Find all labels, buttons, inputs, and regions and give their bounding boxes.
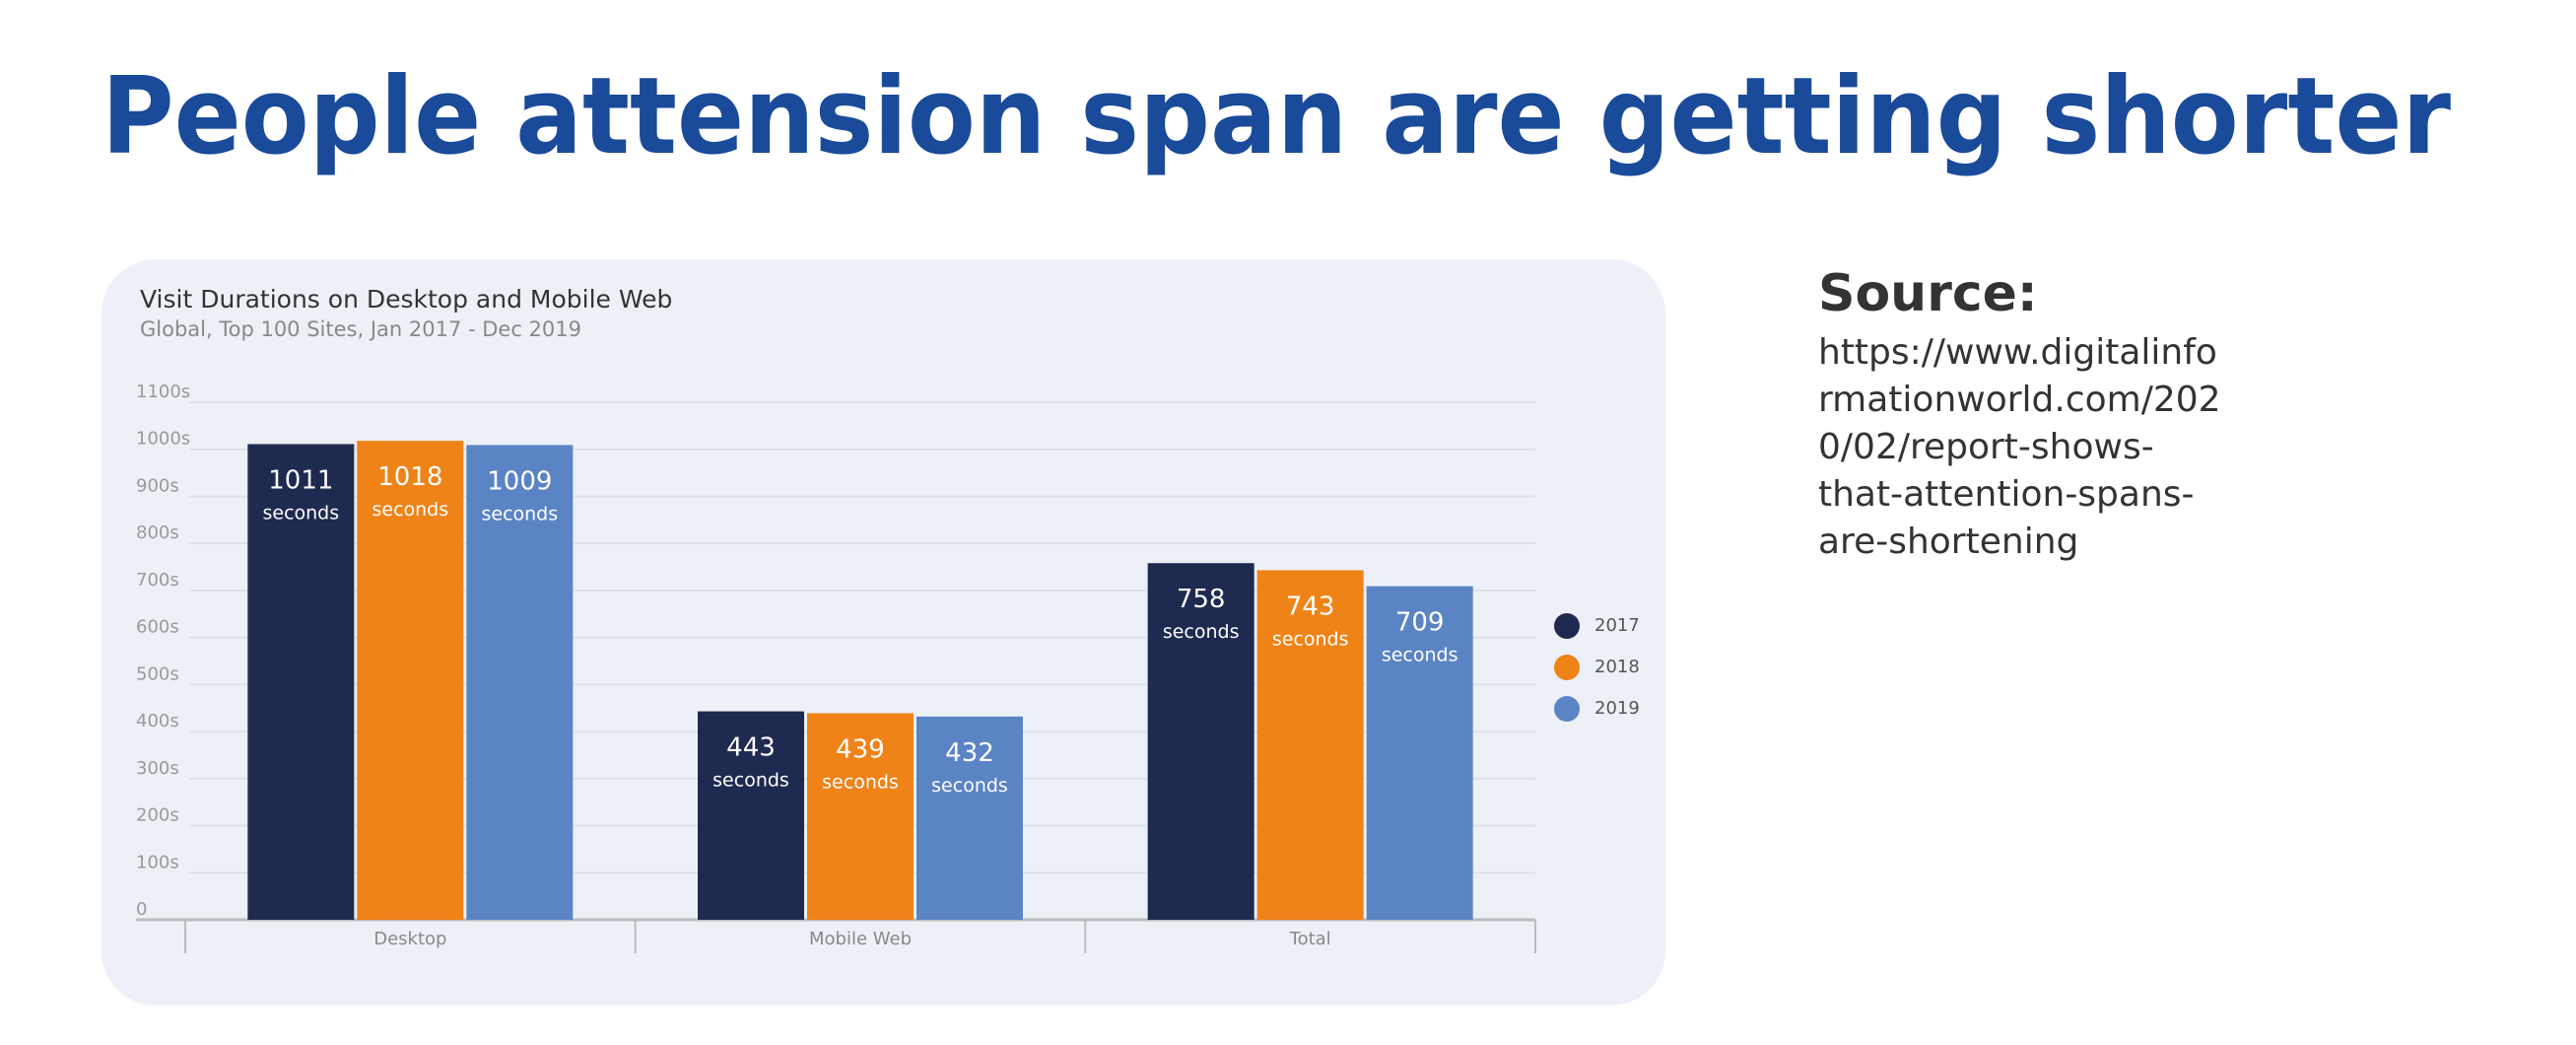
value-label: 443 seconds bbox=[712, 732, 789, 791]
y-tick-label: 600s bbox=[136, 617, 179, 638]
source-url: https://www.digitalinformationworld.com/… bbox=[1818, 332, 2221, 562]
value-label: 743 seconds bbox=[1272, 592, 1349, 650]
y-tick-label: 300s bbox=[136, 758, 179, 779]
source-heading: Source: bbox=[1818, 264, 2038, 323]
y-tick-label: 1000s bbox=[136, 429, 190, 450]
legend-label: 2018 bbox=[1594, 657, 1640, 677]
y-tick-label: 1100s bbox=[136, 382, 190, 402]
value-label: 758 seconds bbox=[1163, 585, 1240, 643]
y-tick-label: 800s bbox=[136, 522, 179, 543]
bar bbox=[807, 713, 914, 920]
legend-label: 2019 bbox=[1594, 698, 1640, 719]
x-tick-label: Desktop bbox=[373, 929, 446, 949]
chart-title: Visit Durations on Desktop and Mobile We… bbox=[140, 285, 672, 314]
bar bbox=[466, 445, 574, 920]
x-tick-label: Mobile Web bbox=[809, 929, 912, 949]
source: Source: https://www.digitalinformationwo… bbox=[1818, 264, 2222, 566]
y-tick-label: 100s bbox=[136, 852, 179, 872]
y-tick-label: 900s bbox=[136, 475, 179, 496]
legend-marker bbox=[1554, 655, 1580, 680]
y-tick-label: 400s bbox=[136, 711, 179, 732]
slide-title: People attension span are getting shorte… bbox=[102, 55, 2451, 178]
value-label: 709 seconds bbox=[1382, 607, 1458, 665]
bar bbox=[247, 444, 355, 920]
bar bbox=[1366, 586, 1473, 920]
value-label: 439 seconds bbox=[822, 734, 899, 793]
bar bbox=[1256, 570, 1364, 920]
y-tick-label: 200s bbox=[136, 805, 179, 826]
y-tick-label: 0 bbox=[136, 899, 147, 920]
value-label: 432 seconds bbox=[931, 737, 1008, 796]
y-tick-label: 500s bbox=[136, 663, 179, 684]
y-tick-label: 700s bbox=[136, 570, 179, 591]
value-label: 1011 seconds bbox=[262, 465, 339, 523]
bar bbox=[698, 711, 804, 920]
bar bbox=[1147, 563, 1254, 920]
legend-marker bbox=[1554, 696, 1580, 722]
bar bbox=[916, 716, 1023, 920]
x-tick-label: Total bbox=[1289, 929, 1331, 949]
value-label: 1009 seconds bbox=[481, 466, 558, 524]
value-label: 1018 seconds bbox=[372, 462, 448, 521]
chart-subtitle: Global, Top 100 Sites, Jan 2017 - Dec 20… bbox=[140, 317, 581, 341]
legend-label: 2017 bbox=[1594, 615, 1640, 636]
legend-marker bbox=[1554, 613, 1580, 639]
bar bbox=[357, 441, 464, 920]
